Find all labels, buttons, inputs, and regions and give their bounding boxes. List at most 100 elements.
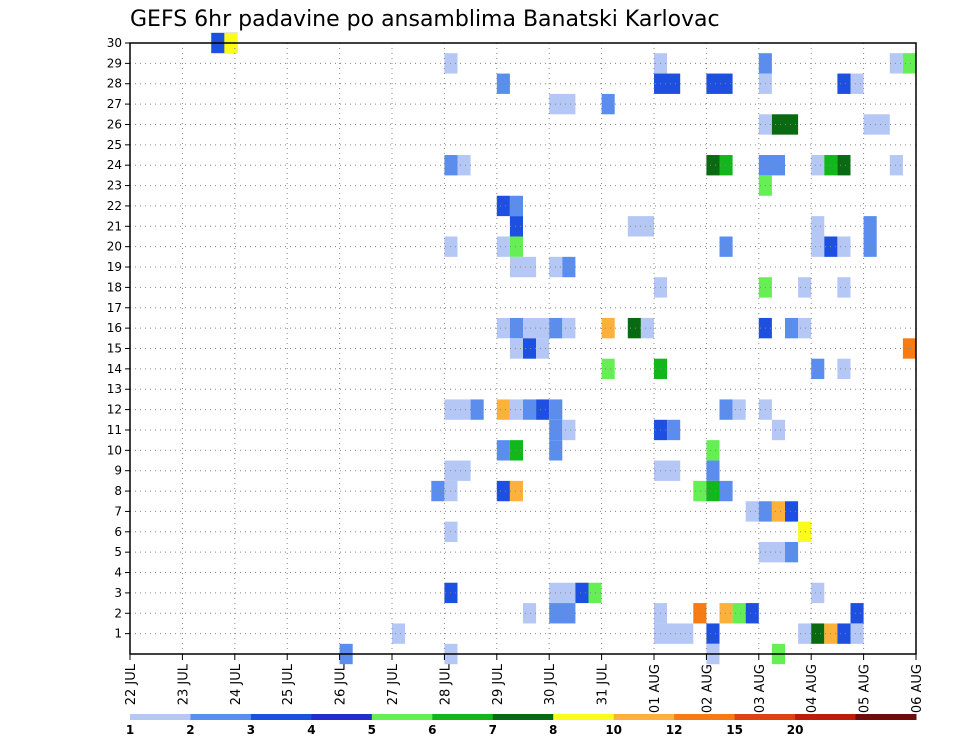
y-tick-label-29: 29 — [107, 56, 122, 70]
legend-swatch-8 — [613, 714, 675, 720]
precip-cell-101 — [719, 480, 733, 502]
x-tick-label-14: 05 AUG — [858, 664, 873, 713]
precip-cell-67 — [601, 358, 615, 380]
precip-cell-112 — [575, 582, 589, 604]
y-tick-label-13: 13 — [107, 382, 122, 396]
precip-cell-74 — [509, 399, 523, 420]
y-tick-label-16: 16 — [107, 321, 122, 335]
precip-cell-123 — [392, 623, 406, 644]
precip-cell-105 — [785, 501, 799, 522]
y-tick-label-15: 15 — [107, 342, 122, 356]
y-tick-label-2: 2 — [114, 606, 122, 620]
precip-cell-93 — [706, 460, 720, 481]
precip-cell-62 — [798, 317, 812, 339]
precip-cell-99 — [693, 480, 707, 502]
legend-label-5: 5 — [368, 723, 376, 737]
x-tick-label-4: 26 JUL — [334, 663, 349, 705]
legend-label-6: 6 — [428, 723, 436, 737]
x-tick-label-15: 06 AUG — [910, 664, 925, 713]
precip-cell-61 — [785, 317, 799, 339]
precip-cell-50 — [798, 277, 812, 298]
precip-cell-118 — [693, 603, 707, 624]
legend-label-4: 4 — [307, 723, 315, 737]
legend-swatch-9 — [674, 714, 736, 720]
legend-swatch-7 — [553, 714, 615, 720]
grid-layer — [130, 43, 916, 654]
precip-cell-72 — [470, 399, 484, 420]
precip-cell-125 — [706, 623, 720, 644]
x-tick-label-2: 24 JUL — [229, 663, 244, 705]
y-tick-label-26: 26 — [107, 117, 122, 131]
x-axis: 22 JUL 23 JUL 24 JUL 25 JUL 26 JUL 27 JUL 28 J… — [124, 654, 925, 713]
precip-cell-97 — [496, 480, 510, 502]
x-tick-label-8: 30 JUL — [543, 663, 558, 705]
x-tick-label-12: 03 AUG — [753, 664, 768, 713]
precip-cell-130 — [850, 623, 864, 644]
precip-cell-87 — [496, 440, 510, 461]
x-tick-label-10: 01 AUG — [648, 664, 663, 713]
precip-cell-57 — [601, 317, 615, 339]
precip-cell-75 — [523, 399, 537, 420]
precip-cell-104 — [771, 501, 785, 522]
precip-cell-14 — [850, 73, 864, 94]
precip-cell-11 — [706, 73, 733, 94]
precip-cell-56 — [562, 317, 576, 339]
precip-cell-71 — [444, 399, 471, 420]
x-tick-label-0: 22 JUL — [124, 663, 139, 705]
y-tick-label-17: 17 — [107, 301, 122, 315]
precip-cell-85 — [771, 419, 785, 441]
precip-cell-38 — [496, 236, 510, 257]
precip-cell-127 — [811, 623, 825, 644]
precip-cell-10 — [654, 73, 681, 94]
precip-cell-51 — [837, 277, 851, 298]
precip-cell-54 — [523, 317, 550, 339]
legend-swatch-11 — [795, 714, 857, 720]
legend-swatch-3 — [311, 714, 373, 720]
y-tick-label-14: 14 — [107, 362, 122, 376]
y-tick-label-5: 5 — [114, 545, 122, 559]
precip-cell-69 — [811, 358, 825, 380]
legend-swatch-1 — [190, 714, 252, 720]
y-tick-label-9: 9 — [114, 464, 122, 478]
precip-cell-33 — [509, 216, 523, 237]
chart-title: GEFS 6hr padavine po ansamblima Banatski… — [130, 7, 720, 32]
precip-cell-27 — [837, 155, 851, 176]
x-tick-label-5: 27 JUL — [386, 663, 401, 705]
x-tick-label-1: 23 JUL — [176, 663, 191, 705]
y-tick-label-8: 8 — [114, 484, 122, 498]
y-tick-label-18: 18 — [107, 280, 122, 294]
precip-cell-45 — [509, 256, 537, 278]
legend-swatch-12 — [855, 714, 917, 720]
precip-cell-109 — [785, 541, 799, 563]
precip-cell-25 — [811, 155, 825, 176]
legend-label-7: 7 — [489, 723, 497, 737]
precip-cell-129 — [837, 623, 851, 644]
precip-cell-53 — [509, 317, 523, 339]
legend-swatch-10 — [734, 714, 796, 720]
y-tick-label-4: 4 — [114, 566, 122, 580]
precip-cell-84 — [667, 419, 681, 441]
precip-cell-82 — [562, 419, 576, 441]
precip-cell-22 — [706, 155, 720, 176]
precip-cell-100 — [706, 480, 720, 502]
precip-cell-6 — [889, 53, 903, 74]
y-tick-label-30: 30 — [107, 36, 122, 50]
precip-cell-41 — [811, 236, 825, 257]
precip-cell-119 — [719, 603, 733, 624]
precip-cell-15 — [549, 93, 576, 115]
x-tick-label-7: 29 JUL — [491, 663, 506, 705]
legend-label-8: 8 — [549, 723, 557, 737]
y-tick-label-24: 24 — [107, 158, 122, 172]
legend-label-15: 15 — [726, 723, 743, 737]
precip-cell-58 — [627, 317, 641, 339]
precip-cell-40 — [719, 236, 733, 257]
precip-cell-64 — [523, 338, 537, 359]
precip-cell-28 — [889, 155, 903, 176]
precip-cell-114 — [811, 582, 825, 604]
precip-cell-63 — [509, 338, 523, 359]
precip-cell-120 — [732, 603, 746, 624]
y-tick-label-19: 19 — [107, 260, 122, 274]
precip-cell-35 — [811, 216, 825, 237]
y-tick-label-25: 25 — [107, 138, 122, 152]
